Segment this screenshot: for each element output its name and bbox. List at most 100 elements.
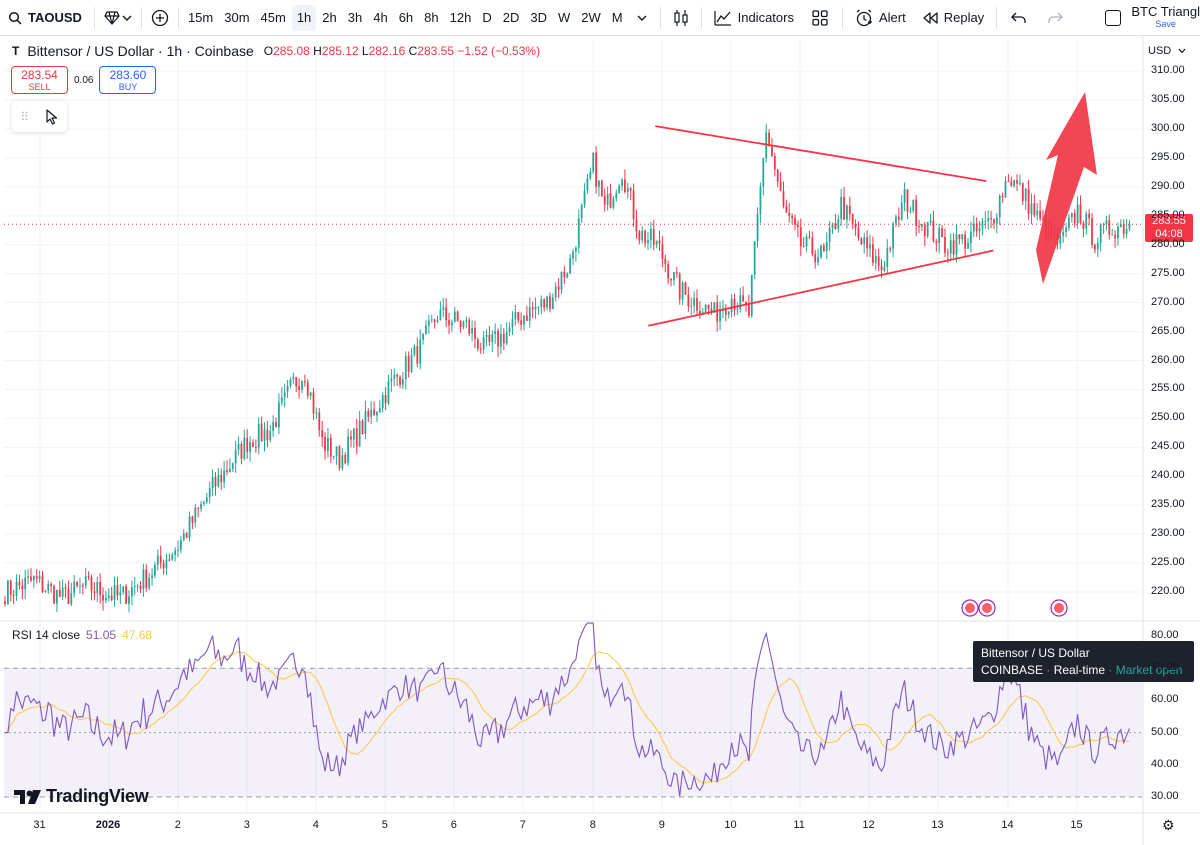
indicators-button[interactable]: Indicators (706, 0, 802, 36)
symbol-info-button[interactable] (99, 5, 137, 31)
candle-body (863, 237, 866, 244)
interval-3d[interactable]: 3D (530, 10, 547, 25)
candle-body (554, 286, 557, 298)
sell-label: SELL (28, 82, 51, 92)
cursor-arrow-icon[interactable] (45, 108, 59, 125)
alert-button[interactable]: Alert (847, 0, 914, 36)
chart-title[interactable]: Bittensor / US Dollar · 1h · Coinbase (27, 43, 254, 59)
layout-save[interactable]: BTC Triangl Save (1105, 0, 1200, 36)
candle-body (675, 271, 678, 274)
candle-body (609, 193, 612, 208)
chart-canvas[interactable] (0, 36, 1200, 845)
candle-body (197, 507, 200, 509)
candle-body (1010, 181, 1013, 186)
triangle-upper-trendline (655, 125, 987, 182)
candle-body (537, 306, 540, 308)
gear-icon[interactable]: ⚙ (1162, 817, 1175, 833)
interval-2d[interactable]: 2D (502, 10, 520, 25)
interval-d[interactable]: D (482, 10, 492, 25)
candle-body (451, 322, 453, 326)
candle-body (698, 310, 701, 315)
drag-handle-icon[interactable]: ⠿ (20, 109, 29, 124)
divider (93, 6, 95, 29)
candle-body (629, 188, 632, 191)
candle-body (436, 320, 439, 322)
candle-body (874, 256, 877, 263)
candle-body (370, 409, 373, 417)
interval-15m[interactable]: 15m (187, 10, 214, 25)
candle-body (381, 395, 384, 409)
candle-body (1004, 181, 1007, 198)
candle-body (64, 587, 67, 589)
candle-body (1062, 231, 1065, 236)
rsi-legend[interactable]: RSI 14 close 51.05 47.68 (12, 628, 152, 642)
candle-body (517, 312, 520, 321)
interval-2h[interactable]: 2h (322, 10, 337, 25)
candle-body (606, 193, 609, 205)
candle-body (883, 266, 886, 271)
candle-body (895, 216, 897, 224)
interval-45m[interactable]: 45m (260, 10, 286, 25)
interval-w[interactable]: W (557, 10, 571, 25)
candle-body (745, 301, 747, 305)
interval-m[interactable]: M (611, 10, 623, 25)
sell-button[interactable]: 283.54 SELL (11, 66, 68, 94)
candle-body (182, 533, 185, 541)
candle-body (84, 576, 87, 586)
price-axis-label: 275.00 (1151, 266, 1185, 279)
replay-label: Replay (943, 10, 985, 25)
candle-body (949, 240, 952, 254)
interval-dropdown[interactable] (632, 5, 652, 31)
candle-body (76, 581, 78, 586)
candle-body (252, 442, 254, 448)
candle-body (159, 555, 162, 563)
candle-body (422, 334, 424, 340)
candle-body (678, 273, 681, 300)
undo-button[interactable] (1001, 5, 1037, 31)
tradingview-logo[interactable]: TradingView (14, 786, 149, 807)
interval-30m[interactable]: 30m (224, 10, 250, 25)
compare-add-button[interactable] (146, 5, 174, 31)
candle-body (50, 584, 53, 587)
candle-body (358, 420, 361, 447)
candle-body (9, 580, 12, 595)
redo-button[interactable] (1037, 5, 1073, 31)
candle-body (661, 243, 664, 259)
candle-body (600, 180, 603, 196)
candle-body (618, 185, 621, 194)
chart-type-button[interactable] (665, 5, 697, 31)
candle-body (644, 230, 646, 244)
tooltip-exchange: COINBASE (981, 663, 1044, 677)
candle-body (967, 243, 969, 249)
interval-1h[interactable]: 1h (291, 4, 317, 31)
candle-body (474, 328, 476, 340)
candle-body (107, 595, 110, 598)
candle-body (479, 348, 482, 350)
replay-button[interactable]: Replay (914, 0, 992, 36)
candle-body (722, 310, 724, 312)
interval-2w[interactable]: 2W (581, 10, 601, 25)
candle-body (563, 271, 566, 278)
candle-body (110, 595, 113, 600)
interval-4h[interactable]: 4h (373, 10, 388, 25)
interval-12h[interactable]: 12h (449, 10, 472, 25)
candle-body (900, 202, 903, 220)
last-price-tag: 283.55 04:08 (1145, 214, 1193, 242)
price-axis-label: 240.00 (1151, 469, 1185, 482)
candle-body (915, 199, 918, 227)
symbol-search[interactable]: TAOUSD (0, 0, 90, 36)
candle-body (116, 585, 119, 596)
candle-body (1007, 181, 1010, 183)
time-axis-label: 6 (450, 819, 457, 831)
candle-body (266, 429, 269, 441)
interval-3h[interactable]: 3h (347, 10, 363, 25)
candle-body (572, 251, 574, 259)
interval-6h[interactable]: 6h (398, 10, 414, 25)
candle-body (621, 179, 623, 186)
rsi-axis-label: 40.00 (1151, 757, 1179, 770)
currency-selector[interactable]: USD (1148, 45, 1186, 57)
candle-body (347, 436, 350, 463)
buy-button[interactable]: 283.60 BUY (99, 66, 157, 94)
interval-8h[interactable]: 8h (424, 10, 439, 25)
layouts-button[interactable] (802, 5, 838, 31)
